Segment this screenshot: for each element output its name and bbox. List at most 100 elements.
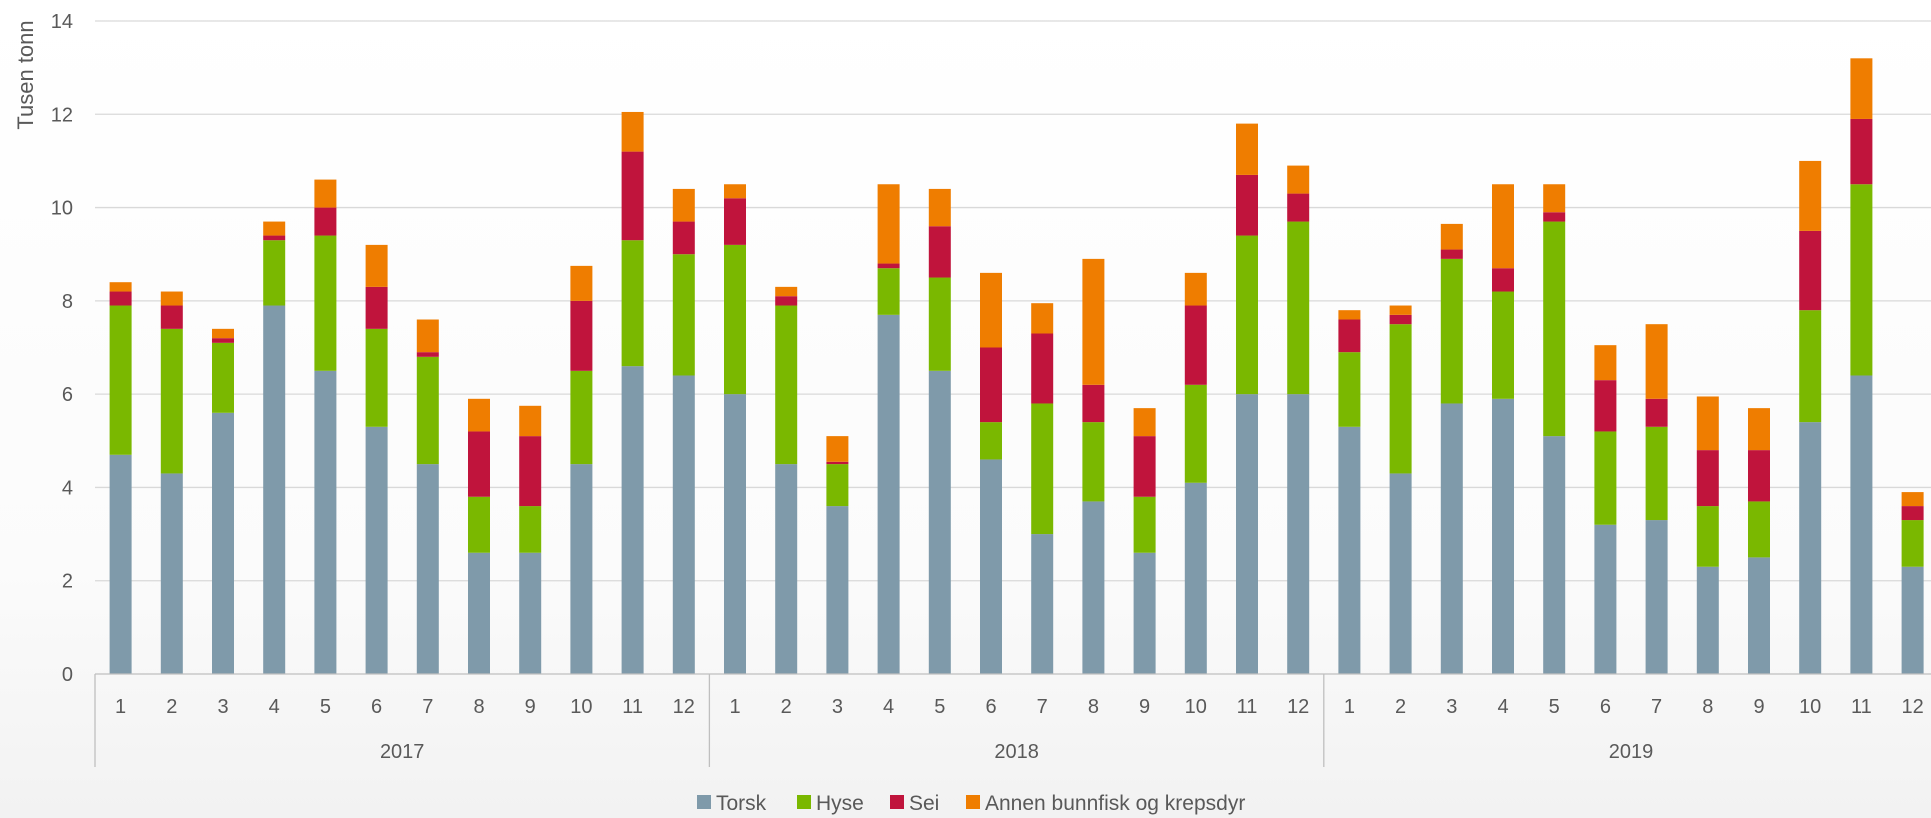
- bar-stack: [1082, 258, 1105, 674]
- bar-segment: [1440, 258, 1463, 404]
- bar-segment: [621, 151, 644, 241]
- bar-segment: [1696, 566, 1719, 674]
- legend-entry: Sei: [890, 792, 939, 815]
- y-axis: 0 2 4 6 8 10 12 14: [51, 11, 73, 686]
- bar-segment: [365, 328, 388, 427]
- bar-segment: [775, 286, 798, 297]
- bar-stack: [1850, 58, 1873, 674]
- bar-segment: [314, 207, 337, 236]
- bar-segment: [1338, 319, 1361, 353]
- x-tick-label: 2: [1395, 696, 1406, 718]
- bar-segment: [365, 244, 388, 287]
- bar-segment: [1492, 268, 1514, 292]
- bar-segment: [1696, 396, 1719, 451]
- bar-stack: [1492, 184, 1514, 674]
- x-tick-label: 7: [1651, 696, 1662, 718]
- year-label: 2017: [380, 741, 425, 763]
- bar-stack: [1594, 345, 1617, 674]
- bar-segment: [1492, 291, 1514, 399]
- x-tick-label: 4: [1497, 696, 1508, 718]
- y-tick-label: 10: [51, 198, 73, 220]
- bar-segment: [980, 459, 1002, 674]
- bar-segment: [1082, 384, 1105, 423]
- bar-segment: [1748, 450, 1770, 502]
- legend-swatch: [966, 795, 980, 809]
- bar-segment: [826, 461, 849, 465]
- bar-segment: [570, 265, 593, 301]
- bar-segment: [1645, 324, 1668, 399]
- bar-segment: [1133, 496, 1156, 553]
- bar-segment: [1901, 506, 1924, 521]
- bar-segment: [570, 370, 593, 465]
- x-tick-label: 8: [1088, 696, 1099, 718]
- bar-segment: [877, 263, 900, 269]
- bar-segment: [1696, 450, 1719, 507]
- x-tick-label: 5: [320, 696, 331, 718]
- bar-segment: [1594, 524, 1617, 674]
- x-tick-label: 5: [934, 696, 945, 718]
- y-axis-label: Tusen tonn: [13, 20, 38, 129]
- bar-stack: [1645, 324, 1668, 674]
- bar-segment: [160, 291, 183, 306]
- bar-segment: [1184, 272, 1207, 306]
- x-tick-label: 11: [1851, 696, 1872, 718]
- x-tick-label: 10: [570, 696, 592, 718]
- bar-segment: [1031, 534, 1054, 674]
- x-tick-label: 11: [622, 696, 643, 718]
- bar-segment: [109, 291, 132, 306]
- x-tick-label: 6: [985, 696, 996, 718]
- bar-segment: [1389, 314, 1412, 325]
- bar-segment: [212, 342, 234, 413]
- bar-stack: [980, 272, 1002, 674]
- bar-segment: [877, 314, 900, 674]
- bar-segment: [1696, 506, 1719, 567]
- bar-segment: [1799, 230, 1822, 311]
- bar-stack: [365, 244, 388, 674]
- bar-segment: [1133, 436, 1156, 497]
- bar-stack: [109, 282, 132, 674]
- bar-segment: [570, 464, 593, 674]
- x-tick-label: 2: [781, 696, 792, 718]
- bar-segment: [1799, 422, 1822, 674]
- bar-segment: [1850, 184, 1873, 376]
- bar-segment: [109, 282, 132, 292]
- bar-segment: [1082, 501, 1105, 674]
- bar-segment: [1748, 557, 1770, 674]
- bar-segment: [263, 221, 286, 236]
- bar-segment: [1389, 473, 1412, 674]
- bar-segment: [980, 422, 1002, 460]
- x-tick-label: 4: [269, 696, 280, 718]
- bar-segment: [621, 111, 644, 152]
- bar-segment: [1287, 165, 1310, 194]
- bar-segment: [1850, 118, 1873, 185]
- x-tick-label: 6: [1600, 696, 1611, 718]
- bar-stack: [877, 184, 900, 674]
- bar-segment: [724, 184, 746, 199]
- bar-segment: [1594, 380, 1617, 432]
- bar-segment: [263, 305, 286, 674]
- bar-segment: [1184, 305, 1207, 385]
- bar-segment: [1287, 221, 1310, 395]
- bar-stack: [314, 179, 337, 674]
- bar-segment: [1440, 249, 1463, 259]
- bar-segment: [1799, 310, 1822, 423]
- bar-segment: [1492, 184, 1514, 269]
- x-tick-label: 7: [422, 696, 433, 718]
- x-tick-label: 9: [525, 696, 536, 718]
- bar-segment: [1031, 333, 1054, 404]
- bar-segment: [314, 235, 337, 371]
- x-tick-label: 1: [115, 696, 126, 718]
- bar-segment: [621, 366, 644, 674]
- bar-segment: [928, 277, 951, 371]
- bar-stack: [1338, 310, 1361, 674]
- x-tick-label: 12: [673, 696, 695, 718]
- bar-stack: [212, 328, 234, 674]
- bar-segment: [1236, 174, 1258, 236]
- y-tick-label: 4: [62, 477, 73, 499]
- x-tick-label: 9: [1753, 696, 1764, 718]
- bar-segment: [416, 464, 439, 674]
- bar-segment: [1338, 426, 1361, 674]
- x-tick-label: 3: [832, 696, 843, 718]
- bar-segment: [1031, 403, 1054, 535]
- bar-segment: [160, 328, 183, 474]
